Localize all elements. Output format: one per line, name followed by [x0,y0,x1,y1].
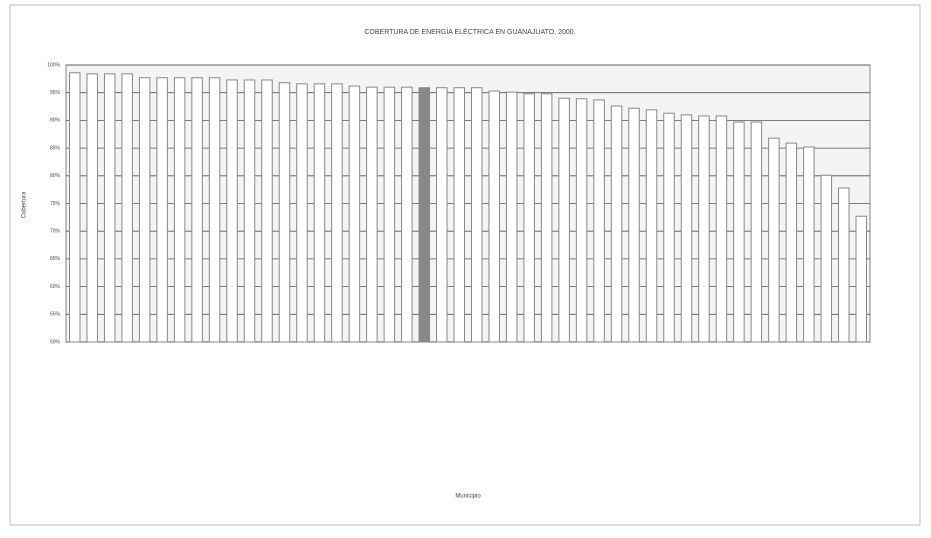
bar [558,97,570,343]
bar [470,87,483,343]
y-tick-label: 60% [50,284,61,290]
x-axis-label: Municipio [455,494,481,500]
bar [610,105,623,343]
bar [401,86,413,343]
bar [243,79,256,343]
bar [103,73,116,343]
bar [226,79,238,343]
bar [733,121,745,343]
y-tick-label: 50% [50,339,61,345]
y-tick-label: 90% [50,118,61,124]
bar [86,73,98,343]
bar [645,109,658,343]
bar [208,77,221,343]
bar [278,82,291,343]
y-tick-label: 70% [50,229,61,235]
bar [680,114,693,343]
bar [575,98,588,343]
bar [785,142,798,343]
bar [540,93,553,343]
bar [296,83,308,343]
bar [348,85,361,343]
y-tick-label: 80% [50,173,61,179]
bar [855,215,868,343]
bar [628,107,640,343]
bar [750,121,763,343]
y-tick-label: 100% [47,62,60,68]
bar [191,77,203,343]
bar [803,146,815,343]
bar [173,77,186,343]
bar [838,187,850,343]
bar [418,87,431,343]
bar [593,99,605,343]
bar [436,87,448,343]
bar [698,115,710,343]
chart-title: COBERTURA DE ENERGÍA ELÉCTRICA EN GUANAJ… [364,27,575,36]
bar [366,86,378,343]
bar [138,77,151,343]
bar [453,87,466,343]
bar [715,115,728,343]
bar [768,137,780,343]
bar [331,83,343,343]
bar [121,73,133,343]
bar [261,79,273,343]
bar [156,77,168,343]
y-tick-label: 65% [50,256,61,262]
bar [663,112,675,343]
bar [820,174,833,343]
y-tick-label: 85% [50,145,61,151]
bar [383,86,396,343]
bar [68,72,81,343]
y-axis-label: Cobertura [22,191,28,218]
bar [488,90,500,343]
y-tick-label: 75% [50,201,61,207]
bar [523,93,535,343]
y-tick-label: 95% [50,90,61,96]
y-tick-label: 55% [50,312,61,318]
bar [505,91,518,343]
bar [313,83,326,343]
